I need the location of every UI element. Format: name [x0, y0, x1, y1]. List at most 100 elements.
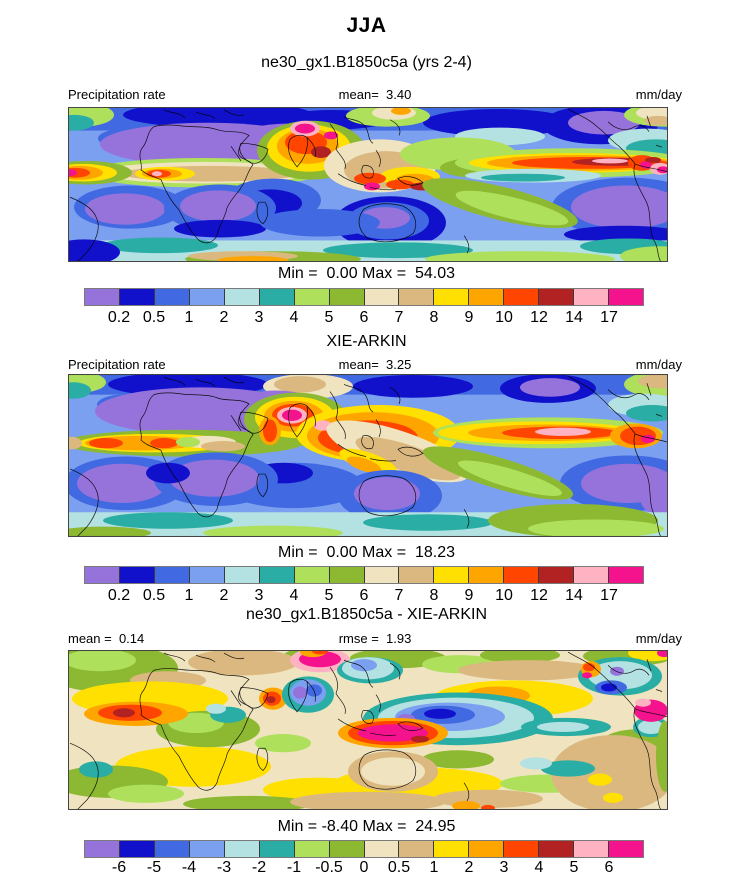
colorbar-tick-label: 7: [394, 309, 404, 326]
colorbar-tick-label: 12: [530, 309, 548, 326]
colorbar-segment: [469, 567, 505, 583]
panel3-header: mean = 0.14 rmse = 1.93 mm/day: [68, 630, 682, 646]
colorbar-segment: [609, 289, 643, 305]
colorbar-tick-label: 14: [565, 309, 583, 326]
colorbar-segment: [539, 841, 575, 857]
colorbar-tick-label: 1: [184, 587, 194, 604]
panel2-mean-stat: mean= 3.25: [338, 357, 412, 372]
colorbar-segment: [294, 567, 330, 583]
colorbar-tick-label: 6: [604, 859, 614, 876]
panel1-title: ne30_gx1.B1850c5a (yrs 2-4): [261, 54, 472, 71]
colorbar-segment: [609, 567, 643, 583]
colorbar-tick-label: 3: [254, 309, 264, 326]
colorbar-tick-label: 0.5: [142, 309, 166, 326]
panel2-units-label: mm/day: [635, 357, 682, 372]
panel1-units-label: mm/day: [635, 87, 682, 102]
colorbar-tick-label: 4: [289, 309, 299, 326]
colorbar-tick-label: 12: [530, 587, 548, 604]
colorbar-segment: [469, 289, 505, 305]
colorbar-segment: [259, 567, 295, 583]
colorbar-segment: [399, 841, 435, 857]
panel3-colorbar-ticks: -6 -5 -4 -3 -2 -1 -0.5 0 0.5 1 2 3 4 5 6: [84, 859, 644, 877]
colorbar-tick-label: 10: [495, 587, 513, 604]
colorbar-tick-label: -6: [111, 859, 127, 876]
colorbar-tick-label: 9: [464, 309, 474, 326]
colorbar-tick-label: 2: [464, 859, 474, 876]
colorbar-segment: [399, 289, 435, 305]
colorbar-segment: [154, 289, 190, 305]
colorbar-tick-label: 14: [565, 587, 583, 604]
colorbar-tick-label: -3: [216, 859, 232, 876]
panel3-rmse-stat: rmse = 1.93: [338, 631, 412, 646]
colorbar-segment: [434, 289, 470, 305]
colorbar-tick-label: -5: [146, 859, 162, 876]
panel2-header: Precipitation rate mean= 3.25 mm/day: [68, 356, 682, 372]
colorbar-segment: [189, 567, 225, 583]
colorbar-tick-label: 7: [394, 587, 404, 604]
colorbar-tick-label: 10: [495, 309, 513, 326]
panel3-title: ne30_gx1.B1850c5a - XIE-ARKIN: [245, 606, 488, 623]
panel1-header: Precipitation rate mean= 3.40 mm/day: [68, 86, 682, 102]
colorbar-tick-label: -1: [286, 859, 302, 876]
colorbar-segment: [504, 841, 540, 857]
colorbar-segment: [329, 567, 365, 583]
colorbar-segment: [224, 841, 260, 857]
map-model-precip: [68, 107, 668, 262]
map-obs-precip: [68, 374, 668, 537]
colorbar-segment: [189, 841, 225, 857]
colorbar-tick-label: 6: [359, 587, 369, 604]
colorbar-tick-label: 4: [534, 859, 544, 876]
colorbar-segment: [364, 841, 400, 857]
map-diff-precip: [68, 650, 668, 810]
colorbar-segment: [119, 841, 155, 857]
colorbar-segment: [85, 289, 120, 305]
colorbar-tick-label: 5: [569, 859, 579, 876]
colorbar-tick-label: 2: [219, 587, 229, 604]
colorbar-segment: [154, 567, 190, 583]
colorbar-segment: [119, 567, 155, 583]
colorbar-segment: [189, 289, 225, 305]
colorbar-tick-label: 0.5: [142, 587, 166, 604]
colorbar-tick-label: -0.5: [315, 859, 343, 876]
colorbar-tick-label: 3: [499, 859, 509, 876]
colorbar-tick-label: 2: [219, 309, 229, 326]
panel3-units-label: mm/day: [635, 631, 682, 646]
panel3-minmax: Min = -8.40 Max = 24.95: [277, 818, 456, 835]
panel2-colorbar-ticks: 0.2 0.5 1 2 3 4 5 6 7 8 9 10 12 14 17: [84, 587, 644, 605]
panel1-variable-label: Precipitation rate: [68, 87, 166, 102]
colorbar-segment: [539, 567, 575, 583]
colorbar-segment: [119, 289, 155, 305]
colorbar-segment: [224, 567, 260, 583]
panel1-colorbar-ticks: 0.2 0.5 1 2 3 4 5 6 7 8 9 10 12 14 17: [84, 309, 644, 327]
colorbar-tick-label: 1: [429, 859, 439, 876]
colorbar-segment: [259, 289, 295, 305]
colorbar-tick-label: -2: [251, 859, 267, 876]
colorbar-segment: [574, 841, 610, 857]
colorbar-tick-label: 17: [600, 309, 618, 326]
colorbar-tick-label: 0.2: [107, 309, 131, 326]
colorbar-segment: [434, 567, 470, 583]
colorbar-segment: [154, 841, 190, 857]
colorbar-segment: [294, 841, 330, 857]
panel1-minmax: Min = 0.00 Max = 54.03: [278, 265, 455, 282]
colorbar-segment: [294, 289, 330, 305]
colorbar-segment: [329, 841, 365, 857]
colorbar-segment: [504, 289, 540, 305]
colorbar-segment: [469, 841, 505, 857]
colorbar-tick-label: -4: [181, 859, 197, 876]
colorbar-segment: [399, 567, 435, 583]
colorbar-tick-label: 6: [359, 309, 369, 326]
figure-title: JJA: [346, 14, 387, 37]
colorbar-tick-label: 17: [600, 587, 618, 604]
colorbar-segment: [539, 289, 575, 305]
colorbar-segment: [259, 841, 295, 857]
panel2-minmax: Min = 0.00 Max = 18.23: [278, 544, 455, 561]
colorbar-segment: [224, 289, 260, 305]
panel2-variable-label: Precipitation rate: [68, 357, 166, 372]
colorbar-segment: [574, 567, 610, 583]
colorbar-segment: [364, 289, 400, 305]
colorbar-segment: [609, 841, 643, 857]
colorbar-tick-label: 3: [254, 587, 264, 604]
panel2-title: XIE-ARKIN: [326, 333, 407, 350]
